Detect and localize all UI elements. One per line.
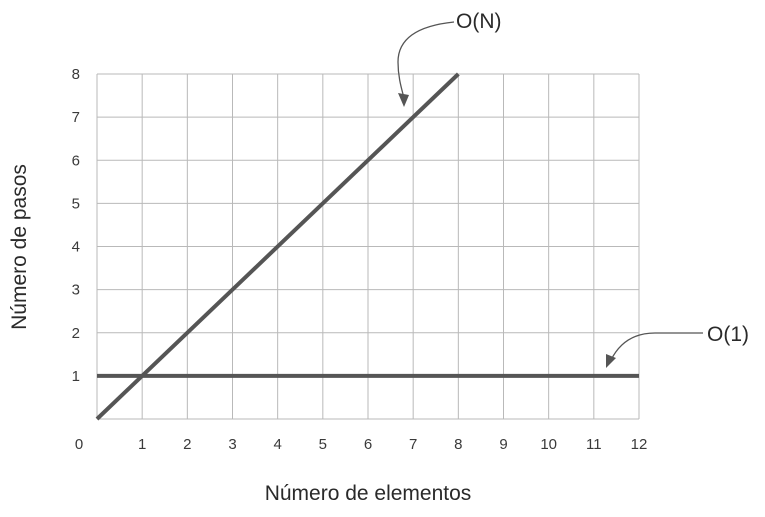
y-tick-label: 4 [72,239,80,256]
x-tick-label: 9 [499,436,507,453]
annotation-o-1: O(1) [606,323,749,368]
annotation-o-n-arrowhead [398,93,409,107]
y-tick-label: 6 [72,152,80,169]
series-line-o-n [95,72,460,421]
x-tick-label: 2 [183,436,191,453]
y-tick-label: 3 [72,282,80,299]
x-tick-label: 0 [75,436,83,453]
x-tick-label: 8 [454,436,462,453]
x-tick-label: 1 [138,436,146,453]
y-tick-label: 1 [72,368,80,385]
x-tick-label: 5 [319,436,327,453]
x-tick-label: 7 [409,436,417,453]
x-tick-label: 11 [586,436,602,453]
series-group [95,72,639,421]
x-tick-label: 3 [228,436,236,453]
y-axis-title: Número de pasos [8,164,31,330]
y-tick-label: 7 [72,109,80,126]
x-tick-label: 6 [364,436,372,453]
annotation-o-n: O(N) [397,10,502,107]
x-axis-title: Número de elementos [265,482,472,505]
annotation-o-n-arrow [397,21,455,99]
annotation-o-n-label: O(N) [456,10,502,33]
annotation-o-1-arrow [610,332,703,361]
y-tick-label: 5 [72,195,80,212]
x-tick-label: 4 [273,436,281,453]
y-tick-label: 8 [72,66,80,83]
grid [96,73,640,420]
x-tick-label: 12 [631,436,648,453]
annotation-o-1-arrowhead [606,354,616,368]
x-tick-label: 10 [540,436,557,453]
annotation-o-1-label: O(1) [707,323,749,346]
y-tick-label: 2 [72,325,80,342]
